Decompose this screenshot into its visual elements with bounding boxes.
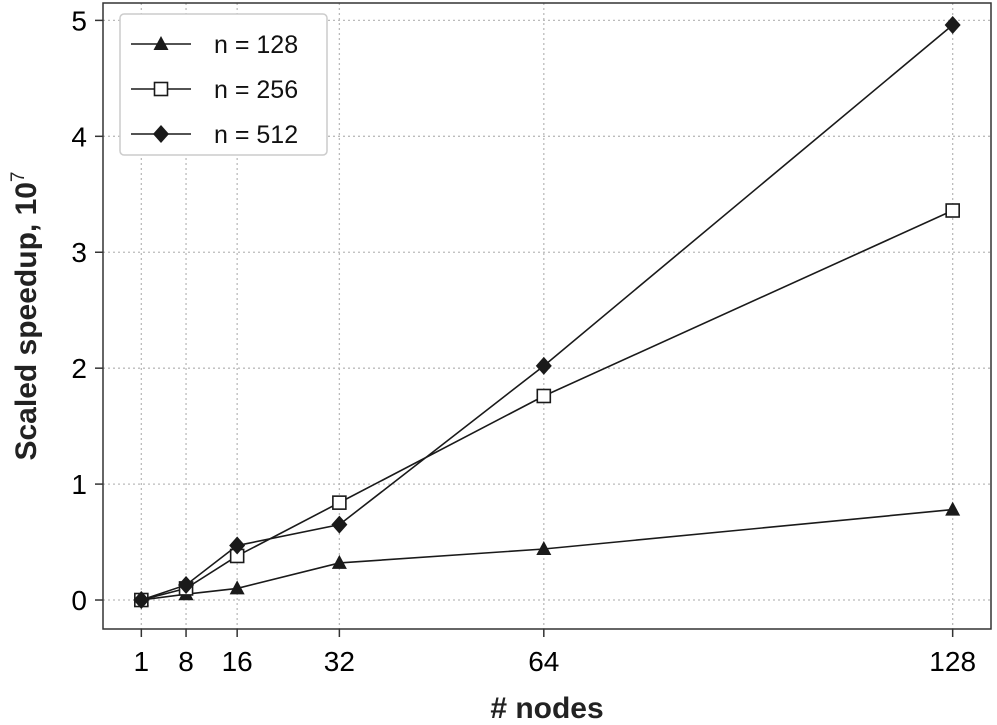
- y-tick-label: 3: [71, 237, 87, 268]
- data-point-n-128: [945, 501, 961, 516]
- x-tick-label: 128: [929, 646, 976, 677]
- plot-frame: [102, 2, 992, 630]
- legend: n = 128 n = 256 n = 512: [119, 13, 328, 156]
- data-point-n-128: [229, 580, 245, 595]
- data-point-n-512: [944, 16, 961, 35]
- data-point-n-512: [331, 515, 348, 534]
- legend-label-n-512: n = 512: [214, 121, 298, 149]
- data-point-n-512: [133, 591, 150, 610]
- legend-box: [119, 13, 328, 156]
- data-point-n-256: [945, 203, 960, 218]
- y-tick-label: 0: [71, 585, 87, 616]
- x-tick-label: 8: [178, 646, 194, 677]
- data-point-n-512: [229, 536, 246, 555]
- legend-label-n-128: n = 128: [214, 31, 298, 59]
- data-series: [133, 16, 961, 610]
- legend-marker-n-256: [153, 81, 169, 97]
- x-tick-label: 64: [528, 646, 559, 677]
- y-tick-label: 5: [71, 5, 87, 36]
- y-axis-label-exponent: 7: [8, 171, 29, 182]
- data-point-n-512: [535, 356, 552, 375]
- y-axis-label: Scaled speedup, 107: [8, 171, 43, 460]
- data-point-n-256: [332, 495, 347, 510]
- series-line-n-512: [141, 24, 954, 601]
- data-point-n-128: [536, 541, 552, 556]
- data-point-n-128: [331, 554, 347, 569]
- series-line-n-128: [141, 508, 953, 601]
- legend-label-n-256: n = 256: [214, 76, 298, 104]
- legend-marker-n-512: [153, 125, 169, 143]
- data-point-n-256: [536, 388, 552, 404]
- legend-marker-n-128: [153, 36, 169, 50]
- y-tick-label: 4: [71, 121, 87, 152]
- x-tick-label: 32: [324, 646, 355, 677]
- y-tick-label: 1: [71, 469, 87, 500]
- y-axis-label-text: Scaled speedup, 10: [10, 182, 43, 460]
- x-axis-label: # nodes: [490, 692, 603, 725]
- data-point-n-512: [178, 575, 195, 594]
- y-tick-label: 2: [71, 353, 87, 384]
- x-tick-label: 16: [222, 646, 253, 677]
- series-line-n-256: [141, 209, 953, 601]
- x-tick-label: 1: [134, 646, 150, 677]
